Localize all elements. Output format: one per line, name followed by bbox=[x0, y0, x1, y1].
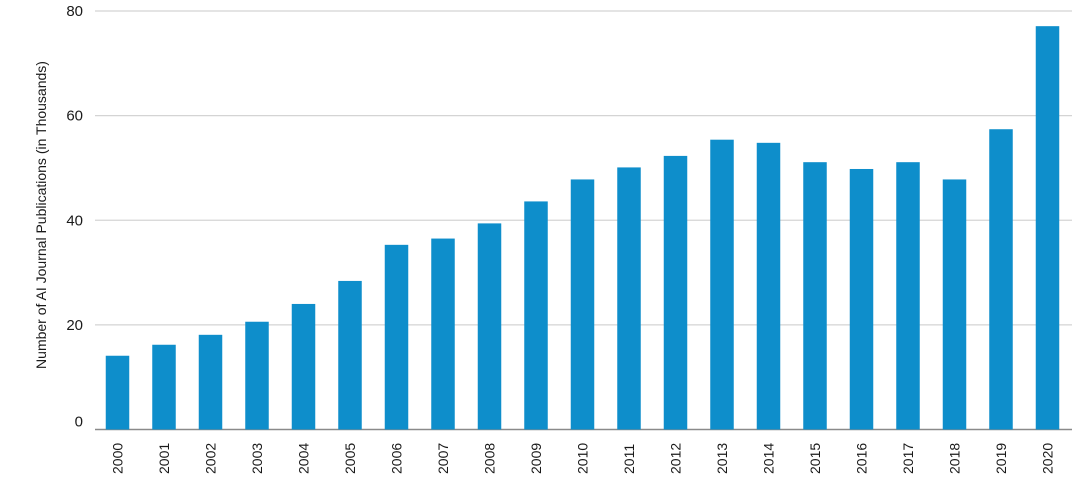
bar-2004 bbox=[291, 303, 316, 430]
bar-2003 bbox=[245, 321, 269, 430]
x-tick-label: 2005 bbox=[342, 443, 358, 474]
x-tick-label: 2019 bbox=[993, 443, 1009, 474]
y-tick-label: 40 bbox=[66, 212, 83, 229]
x-tick-label: 2009 bbox=[528, 443, 544, 474]
bars bbox=[105, 26, 1060, 430]
y-tick-label: 60 bbox=[66, 108, 83, 125]
y-tick-label: 80 bbox=[66, 3, 83, 20]
x-tick-label: 2008 bbox=[482, 443, 498, 474]
x-tick-label: 2006 bbox=[389, 443, 405, 474]
bar-2013 bbox=[710, 139, 734, 430]
x-tick-label: 2014 bbox=[761, 443, 777, 474]
x-tick-label: 2011 bbox=[621, 444, 637, 474]
bar-2011 bbox=[617, 167, 641, 430]
bar-2006 bbox=[384, 244, 409, 430]
y-tick-label: 20 bbox=[66, 317, 83, 334]
x-tick-label: 2018 bbox=[947, 443, 963, 474]
bar-2002 bbox=[198, 334, 223, 430]
bar-2015 bbox=[803, 162, 827, 430]
x-tick-label: 2002 bbox=[203, 443, 219, 474]
x-tick-label: 2012 bbox=[668, 443, 684, 474]
y-axis-label: Number of AI Journal Publications (in Th… bbox=[33, 61, 49, 369]
bar-2018 bbox=[942, 179, 967, 430]
bar-2014 bbox=[756, 142, 781, 430]
bar-2012 bbox=[663, 155, 688, 430]
x-tick-label: 2010 bbox=[575, 443, 591, 474]
bar-2005 bbox=[338, 280, 362, 430]
bar-2001 bbox=[152, 344, 176, 430]
y-tick-label: 0 bbox=[75, 414, 83, 431]
x-tick-label: 2020 bbox=[1040, 443, 1056, 474]
bar-2007 bbox=[431, 238, 455, 430]
x-tick-label: 2013 bbox=[714, 443, 730, 474]
bar-2019 bbox=[989, 129, 1013, 430]
bar-2008 bbox=[477, 223, 502, 430]
bar-2009 bbox=[524, 201, 548, 430]
y-tick-labels: 0 20 40 60 80 bbox=[66, 3, 83, 431]
bar-2017 bbox=[896, 162, 920, 430]
x-tick-label: 2015 bbox=[807, 443, 823, 474]
x-tick-label: 2007 bbox=[435, 443, 451, 474]
x-tick-label: 2001 bbox=[156, 443, 172, 474]
x-tick-label: 2017 bbox=[900, 443, 916, 474]
bar-2000 bbox=[105, 355, 130, 430]
x-tick-labels: 2000 2001 2002 2003 2004 2005 2006 2007 2008 2009… bbox=[110, 443, 1056, 474]
bar-2010 bbox=[570, 179, 595, 430]
x-tick-label: 2003 bbox=[249, 443, 265, 474]
bar-2016 bbox=[849, 168, 874, 430]
bar-2020 bbox=[1035, 26, 1060, 430]
x-tick-label: 2000 bbox=[110, 443, 126, 474]
x-tick-label: 2004 bbox=[296, 443, 312, 474]
x-tick-label: 2016 bbox=[854, 443, 870, 474]
